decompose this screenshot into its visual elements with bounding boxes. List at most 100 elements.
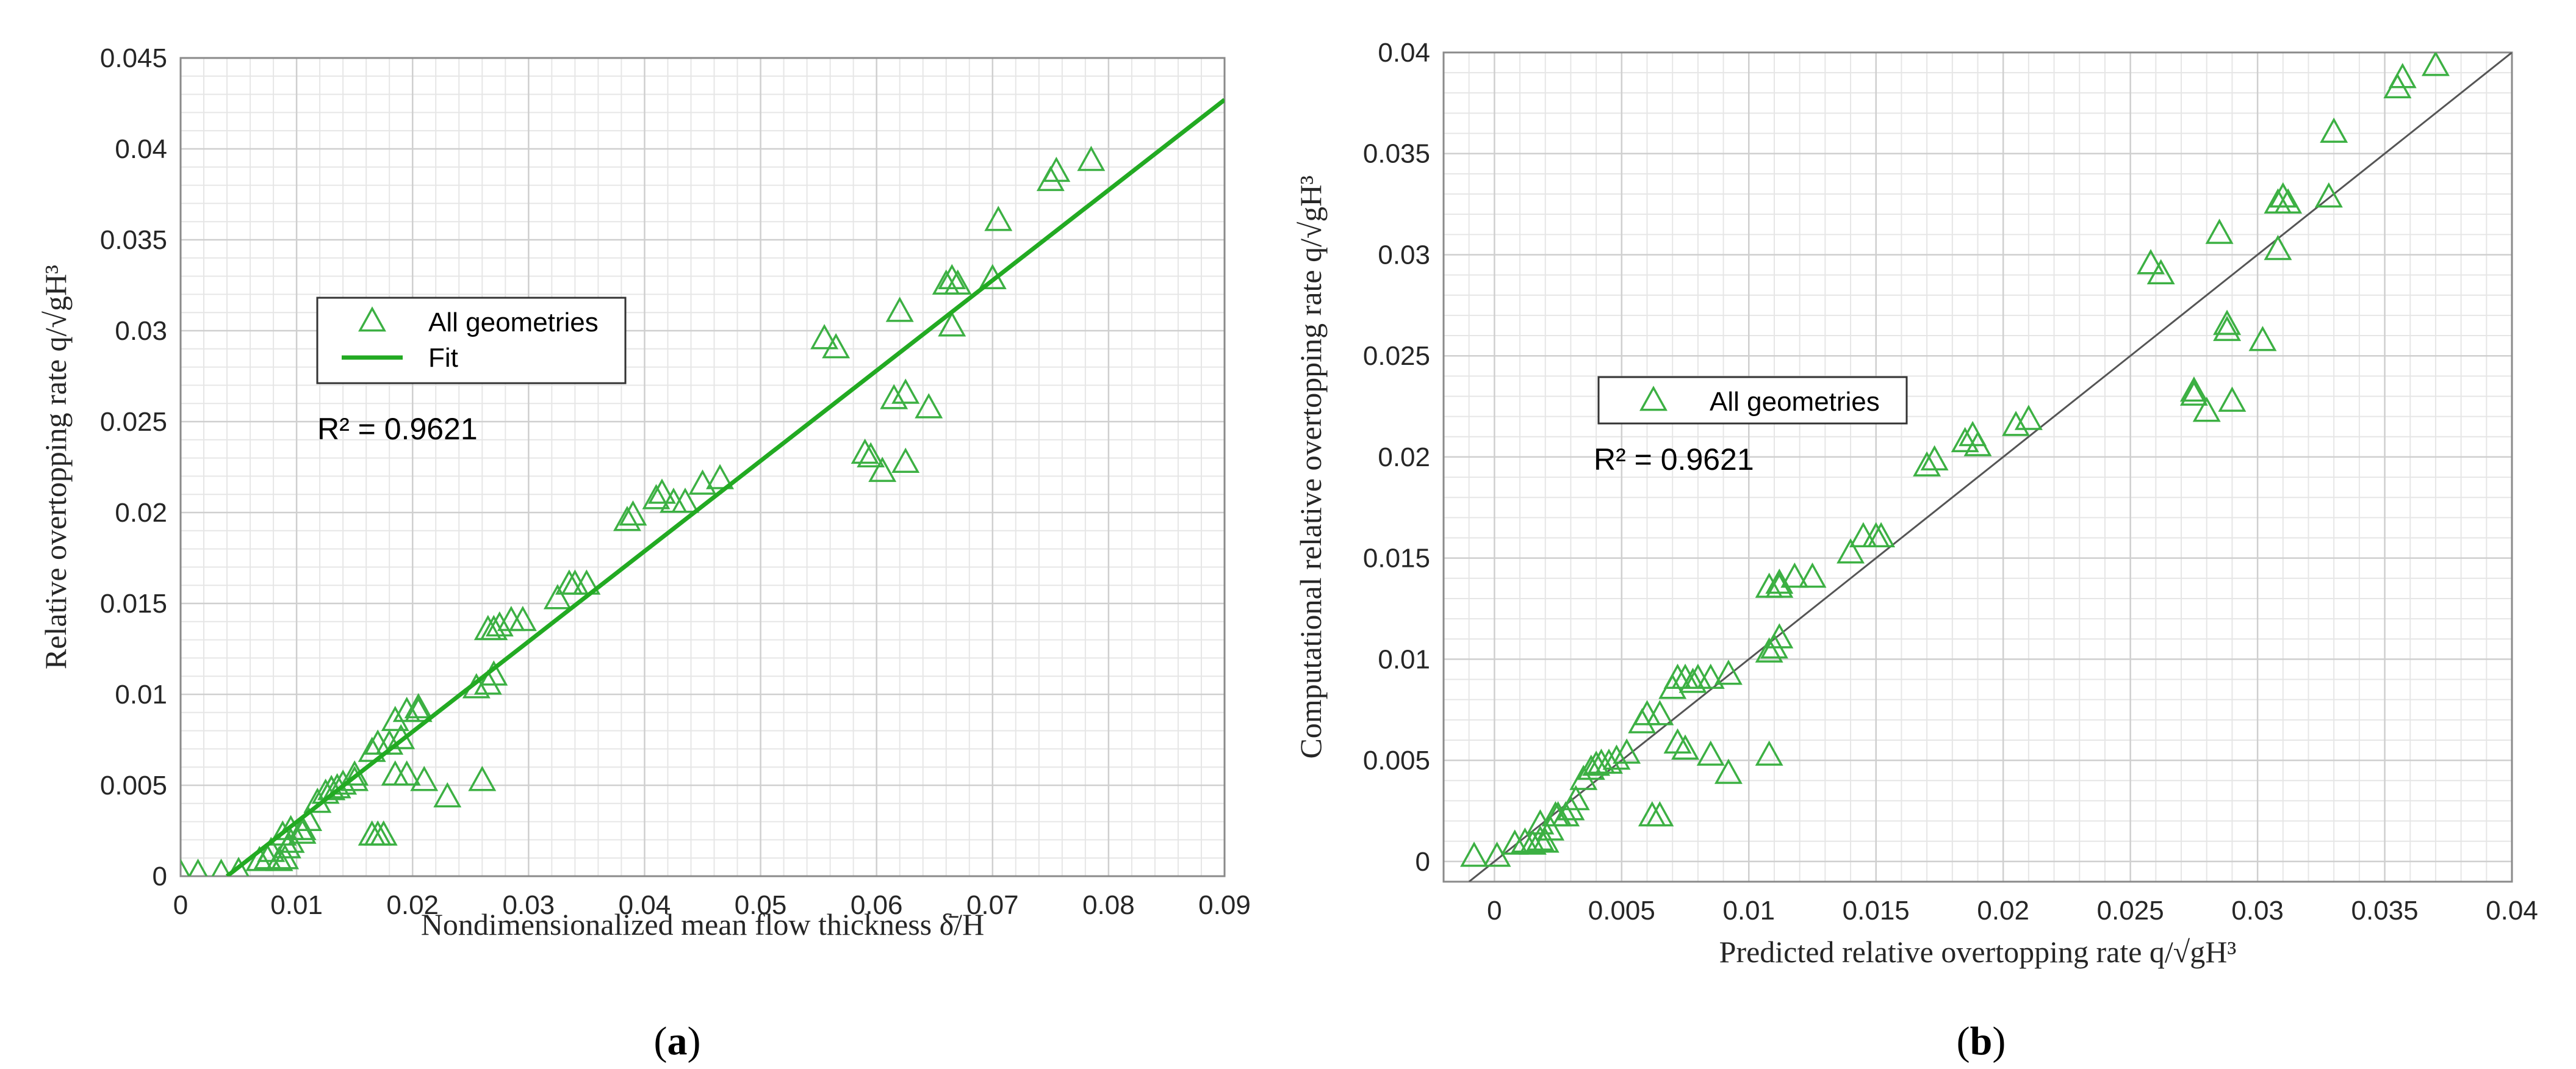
x-tick-label: 0.05 — [735, 890, 787, 920]
data-point — [1577, 754, 1605, 780]
y-tick-label: 0.015 — [100, 589, 167, 619]
legend: All geometries — [1597, 376, 1908, 425]
data-point — [2192, 397, 2221, 422]
data-point — [642, 484, 671, 509]
data-point — [1077, 145, 1106, 171]
legend: All geometries Fit — [316, 297, 627, 384]
x-tick-label: 0.03 — [2231, 896, 2284, 926]
data-point — [671, 488, 699, 513]
y-tick-label: 0.01 — [1378, 644, 1430, 674]
axes-box — [1442, 51, 2513, 883]
legend-marker — [1639, 386, 1668, 411]
data-point — [572, 569, 601, 595]
x-tick-label: 0.01 — [1722, 896, 1775, 926]
data-point — [257, 837, 286, 862]
data-point — [2213, 309, 2242, 335]
data-point — [1755, 637, 1783, 663]
legend-label: All geometries — [1710, 387, 1880, 417]
y-tick-label: 0.03 — [115, 316, 167, 346]
data-point — [1613, 738, 1641, 764]
data-point — [1536, 815, 1565, 841]
data-point — [1867, 522, 1896, 547]
data-point — [1798, 562, 1827, 588]
y-tick-label: 0.04 — [1378, 38, 1430, 68]
y-axis-label: Computational relative overtopping rate … — [1293, 175, 1328, 758]
plot-content — [1460, 52, 2512, 882]
data-point — [1755, 740, 1783, 766]
data-point — [392, 760, 421, 786]
data-point — [1531, 827, 1560, 853]
data-point — [706, 464, 734, 489]
data-point — [647, 478, 676, 504]
x-tick-label: 0.07 — [966, 890, 1019, 920]
data-point — [1920, 445, 1949, 470]
legend-box — [316, 297, 627, 384]
y-axis-label: Relative overtopping rate q/√gH³ — [38, 265, 73, 669]
legend-box — [1597, 376, 1908, 425]
data-point — [868, 456, 897, 482]
data-point — [2218, 386, 2247, 412]
r-squared-annotation: R² = 0.9621 — [1594, 442, 1754, 477]
data-point — [1951, 427, 1979, 453]
data-point — [508, 605, 537, 632]
y-tick-label: 0.03 — [1378, 240, 1430, 270]
data-point — [2388, 63, 2417, 88]
x-tick-label: 0.01 — [270, 890, 323, 920]
data-point — [1541, 801, 1570, 827]
data-point — [410, 766, 439, 791]
x-tick-label: 0.02 — [386, 890, 439, 920]
data-point — [810, 323, 839, 350]
data-point — [851, 438, 879, 464]
data-point — [613, 505, 641, 531]
data-point — [276, 827, 305, 853]
x-axis-label: Predicted relative overtopping rate q/√g… — [1719, 935, 2237, 969]
data-point — [1561, 785, 1590, 810]
data-point — [943, 269, 972, 295]
data-point — [1678, 668, 1707, 693]
y-tick-label: 0.005 — [1363, 746, 1430, 776]
data-point — [473, 614, 502, 641]
fit-line — [225, 98, 1225, 876]
data-point — [1526, 809, 1555, 835]
x-tick-label: 0.04 — [619, 890, 671, 920]
data-point — [891, 447, 920, 473]
data-point — [1837, 538, 1865, 564]
data-point — [2205, 218, 2234, 244]
data-point — [619, 500, 647, 526]
data-point — [1780, 562, 1809, 588]
x-tick-label: 0.06 — [851, 890, 903, 920]
data-point — [1714, 659, 1743, 685]
data-point — [1671, 734, 1700, 760]
data-point — [433, 782, 462, 808]
plot-area — [181, 58, 1225, 876]
x-tick-label: 0 — [173, 890, 188, 920]
data-point — [288, 818, 317, 844]
data-point — [404, 693, 433, 719]
data-point — [1646, 700, 1674, 725]
data-point — [891, 378, 920, 404]
data-point — [2320, 117, 2348, 143]
y-tick-label: 0 — [153, 862, 167, 891]
caption-a: (a) — [654, 1019, 701, 1064]
data-point — [211, 858, 231, 876]
caption-b: (b) — [1957, 1019, 2006, 1064]
data-point — [885, 297, 914, 322]
data-point — [938, 264, 966, 289]
y-tick-label: 0.02 — [1378, 442, 1430, 472]
data-point — [188, 858, 208, 876]
data-point — [915, 393, 943, 419]
x-tick-label: 0.08 — [1082, 890, 1135, 920]
chart-panel-b: 0 0.005 0.01 0.015 0.02 0.025 0.03 0.035 0.04 0 0.… — [1293, 38, 2538, 969]
data-point — [984, 206, 1013, 231]
data-point — [2002, 411, 2031, 436]
data-point — [2274, 188, 2303, 214]
y-tick-label: 0.025 — [1363, 341, 1430, 371]
legend-label: Fit — [428, 343, 458, 373]
legend-marker — [358, 306, 386, 332]
y-tick-label: 0.035 — [100, 225, 167, 255]
data-point — [2264, 234, 2292, 261]
data-point — [485, 611, 514, 637]
x-tick-label: 0.035 — [2351, 896, 2418, 926]
y-tick-label: 0.04 — [115, 134, 167, 164]
data-point — [2137, 249, 2165, 275]
